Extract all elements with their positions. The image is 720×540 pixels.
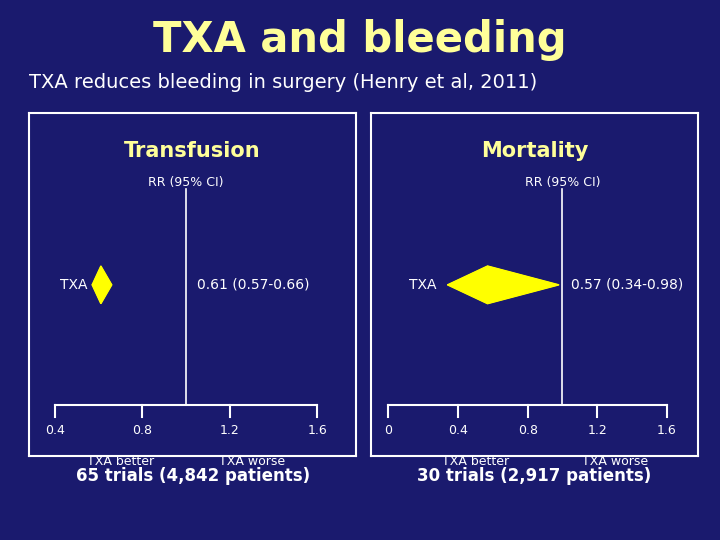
Text: Transfusion: Transfusion (125, 141, 261, 161)
Text: 0: 0 (384, 424, 392, 437)
Text: RR (95% CI): RR (95% CI) (148, 176, 224, 189)
Text: 1.2: 1.2 (588, 424, 607, 437)
Text: 1.6: 1.6 (307, 424, 327, 437)
Text: TXA and bleeding: TXA and bleeding (153, 19, 567, 61)
Text: 30 trials (2,917 patients): 30 trials (2,917 patients) (418, 467, 652, 485)
Text: TXA reduces bleeding in surgery (Henry et al, 2011): TXA reduces bleeding in surgery (Henry e… (29, 73, 537, 92)
Text: 1.2: 1.2 (220, 424, 240, 437)
Text: 0.8: 0.8 (518, 424, 538, 437)
Polygon shape (447, 266, 559, 303)
Text: TXA worse: TXA worse (218, 455, 284, 468)
Polygon shape (92, 266, 112, 303)
Text: 65 trials (4,842 patients): 65 trials (4,842 patients) (76, 467, 310, 485)
Text: Mortality: Mortality (481, 141, 588, 161)
Text: 0.57 (0.34-0.98): 0.57 (0.34-0.98) (571, 278, 683, 292)
Text: 1.6: 1.6 (657, 424, 677, 437)
Text: 0.61 (0.57-0.66): 0.61 (0.57-0.66) (197, 278, 310, 292)
Text: TXA better: TXA better (87, 455, 154, 468)
Text: TXA worse: TXA worse (582, 455, 648, 468)
Text: TXA better: TXA better (442, 455, 509, 468)
Text: 0.8: 0.8 (132, 424, 153, 437)
Text: 0.4: 0.4 (448, 424, 468, 437)
Text: 0.4: 0.4 (45, 424, 65, 437)
Text: TXA: TXA (60, 278, 88, 292)
Text: RR (95% CI): RR (95% CI) (525, 176, 600, 189)
Text: TXA: TXA (409, 278, 436, 292)
